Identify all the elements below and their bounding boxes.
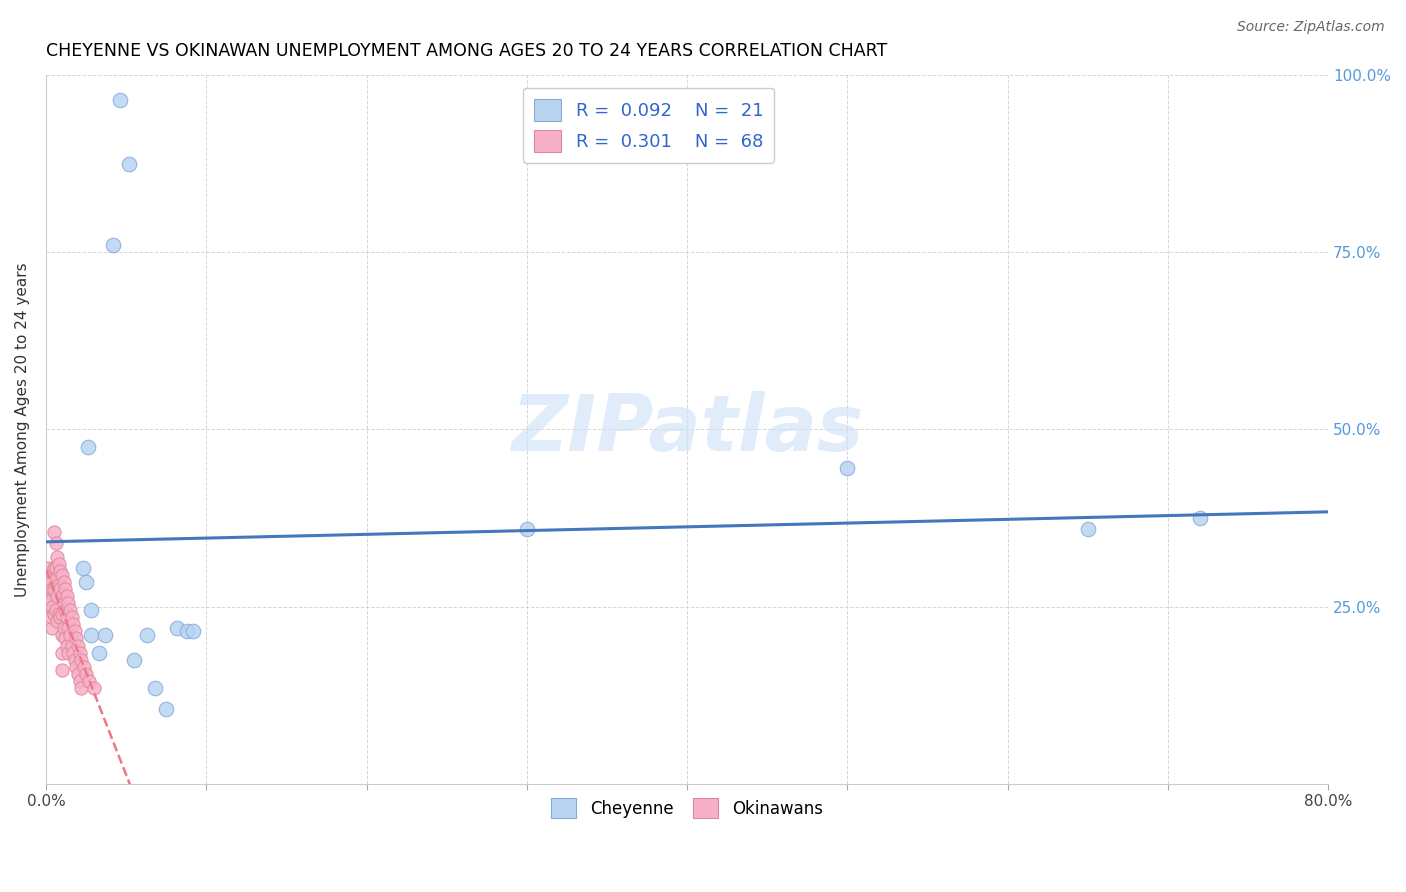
Point — [63, 653, 86, 667]
Point — [48, 578, 70, 592]
Point — [37, 560, 59, 574]
Point — [176, 624, 198, 639]
Point — [46, 549, 69, 564]
Point — [69, 646, 91, 660]
Text: Source: ZipAtlas.com: Source: ZipAtlas.com — [1237, 20, 1385, 34]
Point — [77, 673, 100, 688]
Point — [73, 660, 96, 674]
Point — [83, 681, 105, 695]
Point — [51, 589, 73, 603]
Point — [46, 614, 69, 628]
Point — [94, 628, 117, 642]
Point — [56, 589, 79, 603]
Text: ZIPatlas: ZIPatlas — [510, 392, 863, 467]
Point — [87, 646, 110, 660]
Point — [60, 639, 83, 653]
Point — [70, 681, 93, 695]
Point — [52, 574, 75, 589]
Point — [41, 599, 63, 614]
Point — [58, 646, 80, 660]
Point — [80, 603, 103, 617]
Point — [59, 628, 82, 642]
Point — [51, 664, 73, 678]
Point — [45, 578, 67, 592]
Point — [48, 557, 70, 571]
Point — [45, 603, 67, 617]
Point — [183, 624, 205, 639]
Point — [39, 610, 62, 624]
Point — [53, 582, 76, 596]
Point — [62, 617, 84, 632]
Point — [103, 238, 125, 252]
Point — [1077, 522, 1099, 536]
Point — [1188, 511, 1211, 525]
Point — [38, 585, 60, 599]
Point — [58, 596, 80, 610]
Point — [75, 574, 97, 589]
Point — [52, 621, 75, 635]
Point — [136, 628, 159, 642]
Point — [51, 607, 73, 621]
Point — [837, 461, 859, 475]
Point — [108, 93, 131, 107]
Point — [42, 582, 65, 596]
Point — [38, 603, 60, 617]
Point — [49, 582, 72, 596]
Point — [65, 660, 87, 674]
Point — [51, 628, 73, 642]
Point — [66, 639, 89, 653]
Point — [69, 673, 91, 688]
Point — [41, 621, 63, 635]
Point — [42, 525, 65, 540]
Text: CHEYENNE VS OKINAWAN UNEMPLOYMENT AMONG AGES 20 TO 24 YEARS CORRELATION CHART: CHEYENNE VS OKINAWAN UNEMPLOYMENT AMONG … — [46, 42, 887, 60]
Point — [38, 567, 60, 582]
Point — [76, 440, 98, 454]
Point — [39, 592, 62, 607]
Point — [65, 632, 87, 646]
Point — [63, 624, 86, 639]
Legend: Cheyenne, Okinawans: Cheyenne, Okinawans — [544, 791, 830, 825]
Point — [72, 560, 94, 574]
Point — [143, 681, 166, 695]
Point — [51, 567, 73, 582]
Point — [70, 653, 93, 667]
Point — [80, 628, 103, 642]
Point — [41, 582, 63, 596]
Point — [516, 522, 538, 536]
Point — [62, 646, 84, 660]
Y-axis label: Unemployment Among Ages 20 to 24 years: Unemployment Among Ages 20 to 24 years — [15, 262, 30, 597]
Point — [155, 702, 177, 716]
Point — [56, 639, 79, 653]
Point — [122, 653, 145, 667]
Point — [118, 157, 141, 171]
Point — [45, 560, 67, 574]
Point — [42, 607, 65, 621]
Point — [66, 667, 89, 681]
Point — [53, 603, 76, 617]
Point — [37, 596, 59, 610]
Point — [45, 536, 67, 550]
Point — [58, 621, 80, 635]
Point — [166, 621, 188, 635]
Point — [60, 610, 83, 624]
Point — [48, 607, 70, 621]
Point — [59, 603, 82, 617]
Point — [75, 667, 97, 681]
Point — [49, 610, 72, 624]
Point — [56, 610, 79, 624]
Point — [46, 589, 69, 603]
Point — [49, 564, 72, 578]
Point — [51, 646, 73, 660]
Point — [42, 560, 65, 574]
Point — [37, 574, 59, 589]
Point — [46, 571, 69, 585]
Point — [52, 596, 75, 610]
Point — [53, 632, 76, 646]
Point — [39, 574, 62, 589]
